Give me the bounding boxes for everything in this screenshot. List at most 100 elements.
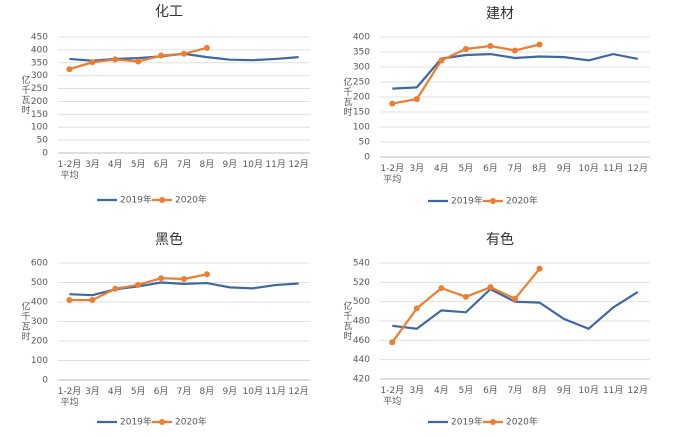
y-tick-label: 450	[31, 33, 48, 43]
point	[89, 297, 96, 304]
legend-marker	[490, 198, 496, 204]
x-tick-label: 6月	[483, 163, 498, 174]
x-tick-label: 9月	[222, 386, 237, 397]
y-tick-label: 0	[42, 376, 48, 386]
x-tick-label: 9月	[557, 163, 572, 174]
point	[158, 275, 165, 282]
point	[389, 339, 396, 346]
y-tick-label: 300	[31, 317, 48, 327]
x-tick-label: 1-2月平均	[380, 385, 404, 407]
x-tick-label: 5月	[131, 386, 146, 397]
point	[66, 66, 73, 73]
x-tick-label: 6月	[154, 159, 169, 170]
y-tick-label: 400	[31, 45, 48, 55]
chart-title: 建材	[486, 6, 514, 22]
y-tick-label: 250	[353, 78, 370, 88]
chart-title: 有色	[486, 231, 514, 248]
y-tick-label: 100	[353, 123, 370, 133]
point	[181, 50, 187, 57]
point	[389, 100, 396, 107]
series-line	[392, 287, 639, 331]
y-tick-label: 400	[31, 298, 48, 308]
x-tick-label: 8月	[532, 385, 547, 396]
x-tick-label: 3月	[85, 386, 100, 397]
y-tick-label: 420	[353, 375, 370, 385]
point	[112, 56, 119, 63]
y-tick-label: 200	[353, 93, 370, 103]
y-tick-label: 440	[353, 355, 370, 365]
x-tick-label: 6月	[154, 386, 169, 397]
y-tick-label: 460	[353, 336, 370, 346]
x-tick-label: 11月	[603, 385, 623, 396]
point	[158, 52, 165, 59]
y-tick-label: 350	[31, 58, 48, 68]
legend-marker	[159, 419, 165, 425]
legend-label: 2019年	[120, 416, 152, 428]
x-tick-label: 1-2月平均	[58, 159, 82, 181]
series-line	[392, 43, 540, 105]
point	[112, 285, 119, 292]
point	[135, 281, 142, 288]
y-tick-label: 300	[31, 71, 48, 81]
legend-marker	[159, 197, 165, 203]
chart-title: 黑色	[155, 231, 183, 248]
point	[462, 293, 469, 300]
series-line	[391, 268, 541, 343]
y-tick-label: 500	[31, 278, 48, 288]
legend-label: 2019年	[120, 194, 152, 206]
x-tick-label: 10月	[243, 159, 263, 170]
series-line	[392, 52, 638, 90]
x-tick-label: 8月	[200, 159, 215, 170]
x-tick-label: 3月	[85, 159, 100, 170]
point	[89, 59, 96, 66]
y-tick-label: 250	[31, 84, 48, 94]
point	[512, 295, 518, 302]
y-tick-label: 520	[353, 278, 370, 288]
point	[512, 47, 518, 54]
x-tick-label: 10月	[243, 386, 263, 397]
x-tick-label: 10月	[578, 163, 598, 174]
x-tick-label: 4月	[108, 386, 123, 397]
y-tick-label: 150	[31, 110, 48, 120]
x-tick-label: 11月	[265, 386, 285, 397]
x-tick-label: 4月	[434, 163, 449, 174]
legend-label: 2020年	[506, 416, 538, 428]
y-tick-label: 0	[364, 153, 370, 163]
y-tick-label: 540	[353, 259, 370, 269]
x-tick-label: 4月	[108, 159, 123, 170]
legend-label: 2019年	[451, 416, 483, 428]
y-tick-label: 0	[42, 149, 48, 159]
y-tick-label: 50	[37, 136, 49, 146]
y-axis-label: 亿千瓦时	[343, 76, 352, 118]
y-tick-label: 50	[359, 138, 371, 148]
point	[135, 58, 142, 65]
x-tick-label: 7月	[508, 163, 523, 174]
y-tick-label: 600	[31, 259, 48, 269]
x-tick-label: 5月	[131, 159, 146, 170]
point	[203, 271, 210, 278]
y-tick-label: 200	[31, 97, 48, 107]
x-tick-label: 9月	[222, 159, 237, 170]
x-tick-label: 12月	[288, 386, 308, 397]
y-tick-label: 350	[353, 48, 370, 58]
x-tick-label: 11月	[603, 163, 623, 174]
x-tick-label: 12月	[288, 159, 308, 170]
x-tick-label: 7月	[177, 386, 192, 397]
chart-title: 化工	[155, 4, 183, 20]
point	[462, 46, 469, 52]
legend-label: 2020年	[175, 416, 207, 428]
point	[536, 41, 543, 48]
point	[487, 284, 494, 291]
x-tick-label: 5月	[459, 385, 474, 396]
y-axis-label: 亿千瓦时	[21, 300, 30, 342]
y-tick-label: 100	[31, 356, 48, 366]
point	[203, 44, 210, 51]
y-tick-label: 200	[31, 337, 48, 347]
y-tick-label: 400	[353, 33, 370, 43]
legend-marker	[490, 419, 496, 425]
point	[438, 57, 445, 64]
x-tick-label: 6月	[483, 385, 498, 396]
point	[413, 305, 420, 312]
x-tick-label: 7月	[508, 385, 523, 396]
